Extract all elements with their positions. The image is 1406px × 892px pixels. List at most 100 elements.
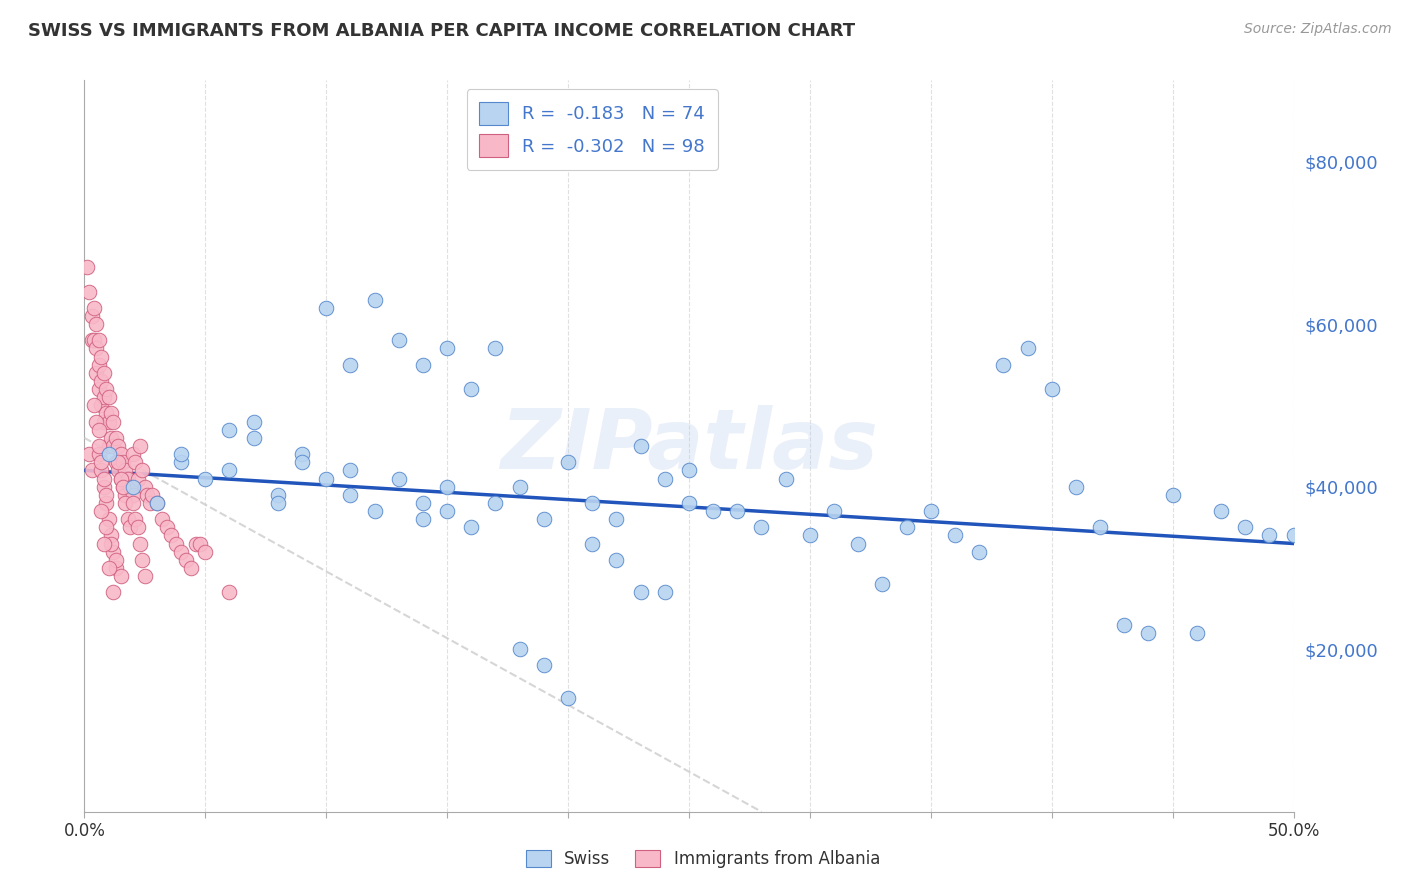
Point (872, 577, 894, 591)
Point (121, 480, 143, 494)
Point (1064, 480, 1087, 494)
Point (363, 293, 385, 307)
Point (533, 512, 555, 526)
Point (678, 496, 700, 510)
Point (1209, 504, 1232, 518)
Point (388, 334, 411, 348)
Point (339, 463, 361, 477)
Point (134, 480, 156, 494)
Point (1185, 626, 1208, 640)
Point (581, 496, 603, 510)
Point (104, 561, 127, 575)
Point (93, 471, 115, 485)
Point (90, 463, 112, 477)
Point (218, 585, 240, 599)
Point (315, 471, 337, 485)
Point (509, 480, 531, 494)
Point (80, 309, 103, 323)
Point (93, 415, 115, 429)
Point (121, 447, 143, 461)
Point (630, 439, 652, 453)
Point (896, 520, 918, 534)
Point (80, 463, 103, 477)
Point (129, 439, 152, 453)
Point (87, 439, 110, 453)
Point (127, 520, 149, 534)
Point (87, 358, 110, 372)
Point (846, 536, 869, 550)
Point (76, 260, 98, 275)
Point (460, 520, 482, 534)
Point (150, 512, 173, 526)
Point (110, 569, 132, 583)
Point (104, 553, 127, 567)
Point (146, 496, 169, 510)
Point (484, 496, 506, 510)
Point (97, 561, 120, 575)
Point (605, 512, 627, 526)
Point (180, 561, 202, 575)
Point (174, 553, 197, 567)
Point (86, 366, 108, 380)
Point (110, 471, 132, 485)
Point (1234, 520, 1257, 534)
Point (557, 455, 579, 469)
Point (117, 512, 139, 526)
Point (557, 690, 579, 705)
Point (97, 447, 120, 461)
Point (823, 504, 845, 518)
Point (363, 504, 385, 518)
Point (114, 496, 136, 510)
Point (184, 536, 207, 550)
Point (93, 480, 115, 494)
Point (291, 447, 314, 461)
Point (97, 415, 120, 429)
Point (87, 447, 110, 461)
Point (136, 488, 159, 502)
Point (460, 382, 482, 396)
Point (138, 496, 160, 510)
Point (194, 544, 217, 558)
Point (131, 463, 153, 477)
Point (107, 463, 129, 477)
Point (104, 431, 127, 445)
Legend: R =  -0.183   N = 74, R =  -0.302   N = 98: R = -0.183 N = 74, R = -0.302 N = 98 (467, 89, 718, 170)
Point (775, 471, 797, 485)
Point (121, 488, 143, 502)
Point (1282, 528, 1305, 542)
Point (87, 382, 110, 396)
Point (90, 504, 112, 518)
Point (146, 496, 169, 510)
Point (967, 544, 990, 558)
Point (134, 569, 156, 583)
Point (124, 512, 146, 526)
Point (90, 350, 112, 364)
Point (94, 496, 117, 510)
Point (654, 585, 676, 599)
Point (100, 528, 122, 542)
Point (94, 382, 117, 396)
Point (94, 488, 117, 502)
Point (993, 358, 1015, 372)
Point (242, 415, 264, 429)
Point (388, 471, 411, 485)
Point (124, 455, 146, 469)
Point (412, 496, 434, 510)
Point (170, 447, 193, 461)
Point (1114, 617, 1136, 632)
Point (127, 471, 149, 485)
Point (412, 512, 434, 526)
Point (117, 471, 139, 485)
Point (100, 536, 122, 550)
Point (412, 358, 434, 372)
Point (93, 366, 115, 380)
Point (1137, 626, 1160, 640)
Point (86, 342, 108, 356)
Point (630, 585, 652, 599)
Point (103, 415, 125, 429)
Point (131, 553, 153, 567)
Point (83, 398, 105, 412)
Point (218, 463, 240, 477)
Point (107, 439, 129, 453)
Point (751, 520, 773, 534)
